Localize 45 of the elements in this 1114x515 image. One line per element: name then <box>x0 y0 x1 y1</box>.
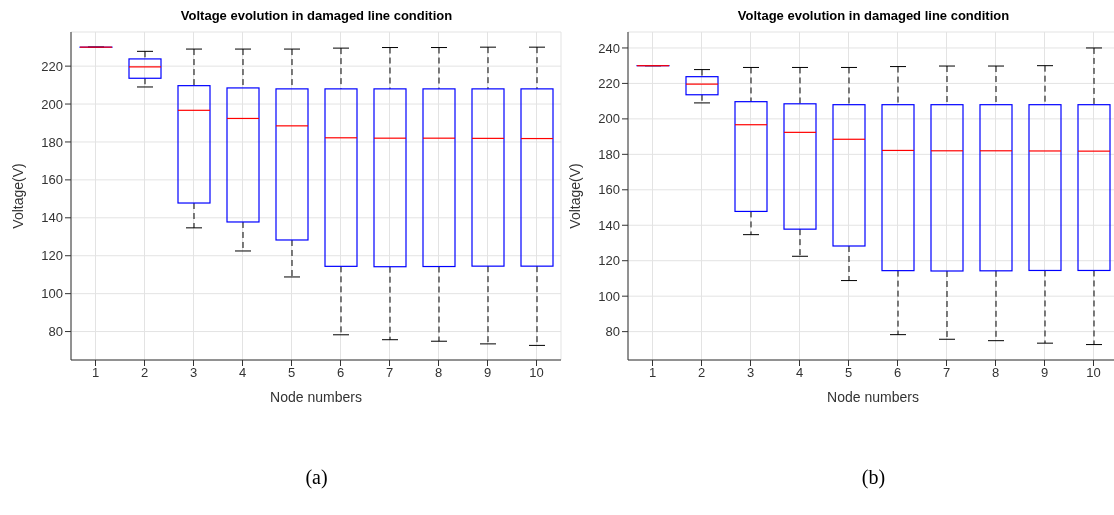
y-tick-label: 220 <box>41 58 63 74</box>
x-axis-title: Node numbers <box>270 389 362 405</box>
x-tick-label: 1 <box>648 365 657 381</box>
x-tick-label: 4 <box>238 365 247 381</box>
chart-title: Voltage evolution in damaged line condition <box>736 8 1011 25</box>
x-tick-label: 6 <box>893 365 902 381</box>
y-tick-label: 160 <box>41 172 63 188</box>
text: (b) <box>860 466 887 489</box>
x-tick-label: 5 <box>287 365 296 381</box>
y-tick-label: 100 <box>598 288 620 304</box>
x-tick-label: 1 <box>91 365 100 381</box>
x-axis-title: Node numbers <box>827 389 919 405</box>
text: (a) <box>304 466 329 489</box>
x-tick-label: 2 <box>697 365 706 381</box>
y-tick-label: 220 <box>598 76 620 92</box>
x-tick-label: 7 <box>385 365 394 381</box>
y-tick-label: 160 <box>598 182 620 198</box>
y-tick-label: 240 <box>598 40 620 56</box>
y-tick-label: 140 <box>41 210 63 226</box>
y-tick-label: 180 <box>598 146 620 162</box>
y-tick-label: 200 <box>598 111 620 127</box>
y-tick-label: 120 <box>41 248 63 264</box>
x-tick-label: 6 <box>336 365 345 381</box>
y-tick-label: 140 <box>598 217 620 233</box>
x-tick-label: 2 <box>140 365 149 381</box>
x-tick-label: 9 <box>1040 365 1049 381</box>
y-tick-label: 180 <box>41 134 63 150</box>
y-tick-label: 100 <box>41 286 63 302</box>
y-axis-title: Voltage(V) <box>9 163 26 229</box>
x-tick-label: 8 <box>434 365 443 381</box>
x-tick-label: 7 <box>942 365 951 381</box>
x-tick-label: 3 <box>746 365 755 381</box>
x-tick-label: 10 <box>529 365 544 381</box>
chart-title: Voltage evolution in damaged line condition <box>179 8 454 25</box>
x-tick-label: 3 <box>189 365 198 381</box>
x-tick-label: 5 <box>844 365 853 381</box>
x-tick-label: 8 <box>991 365 1000 381</box>
y-axis-title: Voltage(V) <box>566 163 583 229</box>
y-tick-label: 120 <box>598 253 620 269</box>
y-tick-label: 80 <box>48 324 63 340</box>
y-tick-label: 200 <box>41 96 63 112</box>
x-tick-label: 9 <box>483 365 492 381</box>
y-tick-label: 80 <box>605 324 620 340</box>
x-tick-label: 4 <box>795 365 804 381</box>
x-tick-label: 10 <box>1086 365 1101 381</box>
